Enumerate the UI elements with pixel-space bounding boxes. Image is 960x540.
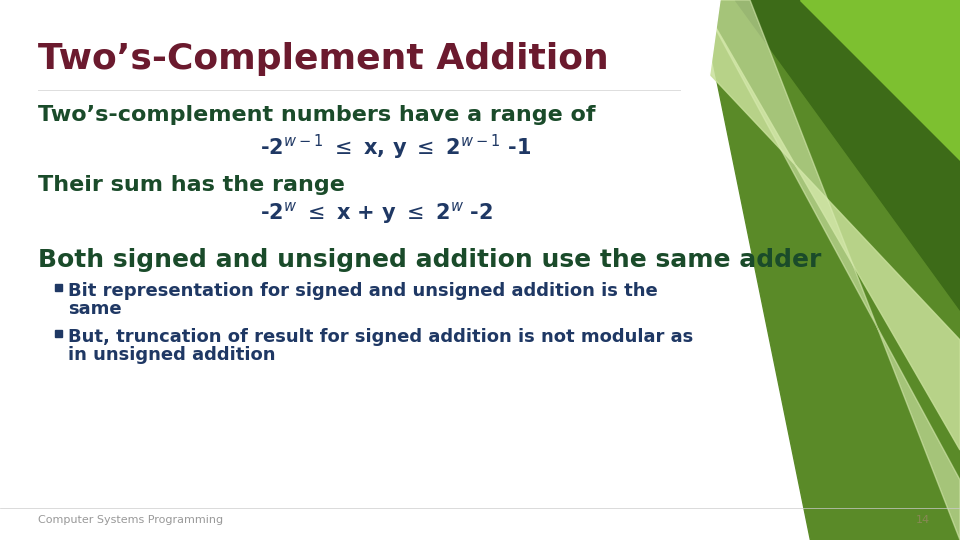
Polygon shape: [800, 0, 960, 160]
Polygon shape: [700, 0, 960, 540]
Text: Two’s-complement numbers have a range of: Two’s-complement numbers have a range of: [38, 105, 595, 125]
Text: -2$^{w}$ $\leq$ x + y $\leq$ 2$^{w}$ -2: -2$^{w}$ $\leq$ x + y $\leq$ 2$^{w}$ -2: [260, 200, 493, 226]
Polygon shape: [735, 0, 960, 310]
Text: same: same: [68, 300, 122, 318]
Text: Two’s-Complement Addition: Two’s-Complement Addition: [38, 42, 609, 76]
Text: -2$^{w-1}$ $\leq$ x, y $\leq$ 2$^{w-1}$ -1: -2$^{w-1}$ $\leq$ x, y $\leq$ 2$^{w-1}$ …: [260, 133, 531, 162]
Bar: [55, 284, 62, 291]
Text: Bit representation for signed and unsigned addition is the: Bit representation for signed and unsign…: [68, 282, 658, 300]
Text: But, truncation of result for signed addition is not modular as: But, truncation of result for signed add…: [68, 328, 693, 346]
Text: Both signed and unsigned addition use the same adder: Both signed and unsigned addition use th…: [38, 248, 822, 272]
Polygon shape: [700, 0, 960, 540]
Polygon shape: [640, 0, 960, 450]
Polygon shape: [0, 0, 720, 540]
Text: Computer Systems Programming: Computer Systems Programming: [38, 515, 223, 525]
Text: 14: 14: [916, 515, 930, 525]
Bar: [55, 330, 62, 337]
Text: Their sum has the range: Their sum has the range: [38, 175, 345, 195]
Text: in unsigned addition: in unsigned addition: [68, 346, 276, 364]
